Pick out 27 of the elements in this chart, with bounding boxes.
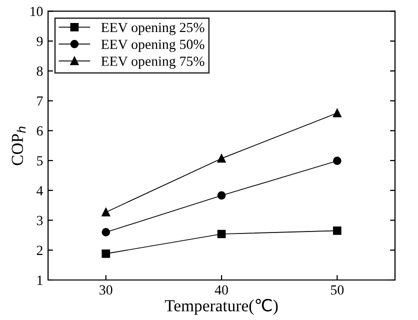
point [333,226,342,235]
point [102,228,110,236]
x-axis-title: Temperature(℃) [164,298,278,315]
legend-label: EEV opening 50% [101,40,204,52]
point [217,191,226,200]
point [217,230,226,238]
y-tick-label: 6 [36,126,43,136]
y-tick-label: 1 [37,276,42,285]
y-axis-title: COP$_{h}$ [12,126,26,166]
y-tick-label: 10 [30,6,43,16]
point [102,208,110,216]
y-tick-label: 3 [36,216,43,226]
legend-label: EEV opening 25% [101,22,204,36]
point [217,154,226,163]
x-tick-label: 50 [331,285,344,295]
legend-label: EEV opening 75% [101,56,204,69]
y-tick-label: 7 [37,96,43,106]
point [333,156,342,165]
y-tick-label: 2 [36,246,42,255]
y-tick-label: 9 [36,36,43,46]
x-tick-label: 40 [214,285,228,295]
y-tick-label: 8 [36,66,43,76]
y-tick-label: 5 [37,156,43,166]
point [333,108,342,118]
y-tick-label: 4 [36,186,43,196]
point [102,250,110,258]
x-tick-label: 30 [100,285,112,295]
